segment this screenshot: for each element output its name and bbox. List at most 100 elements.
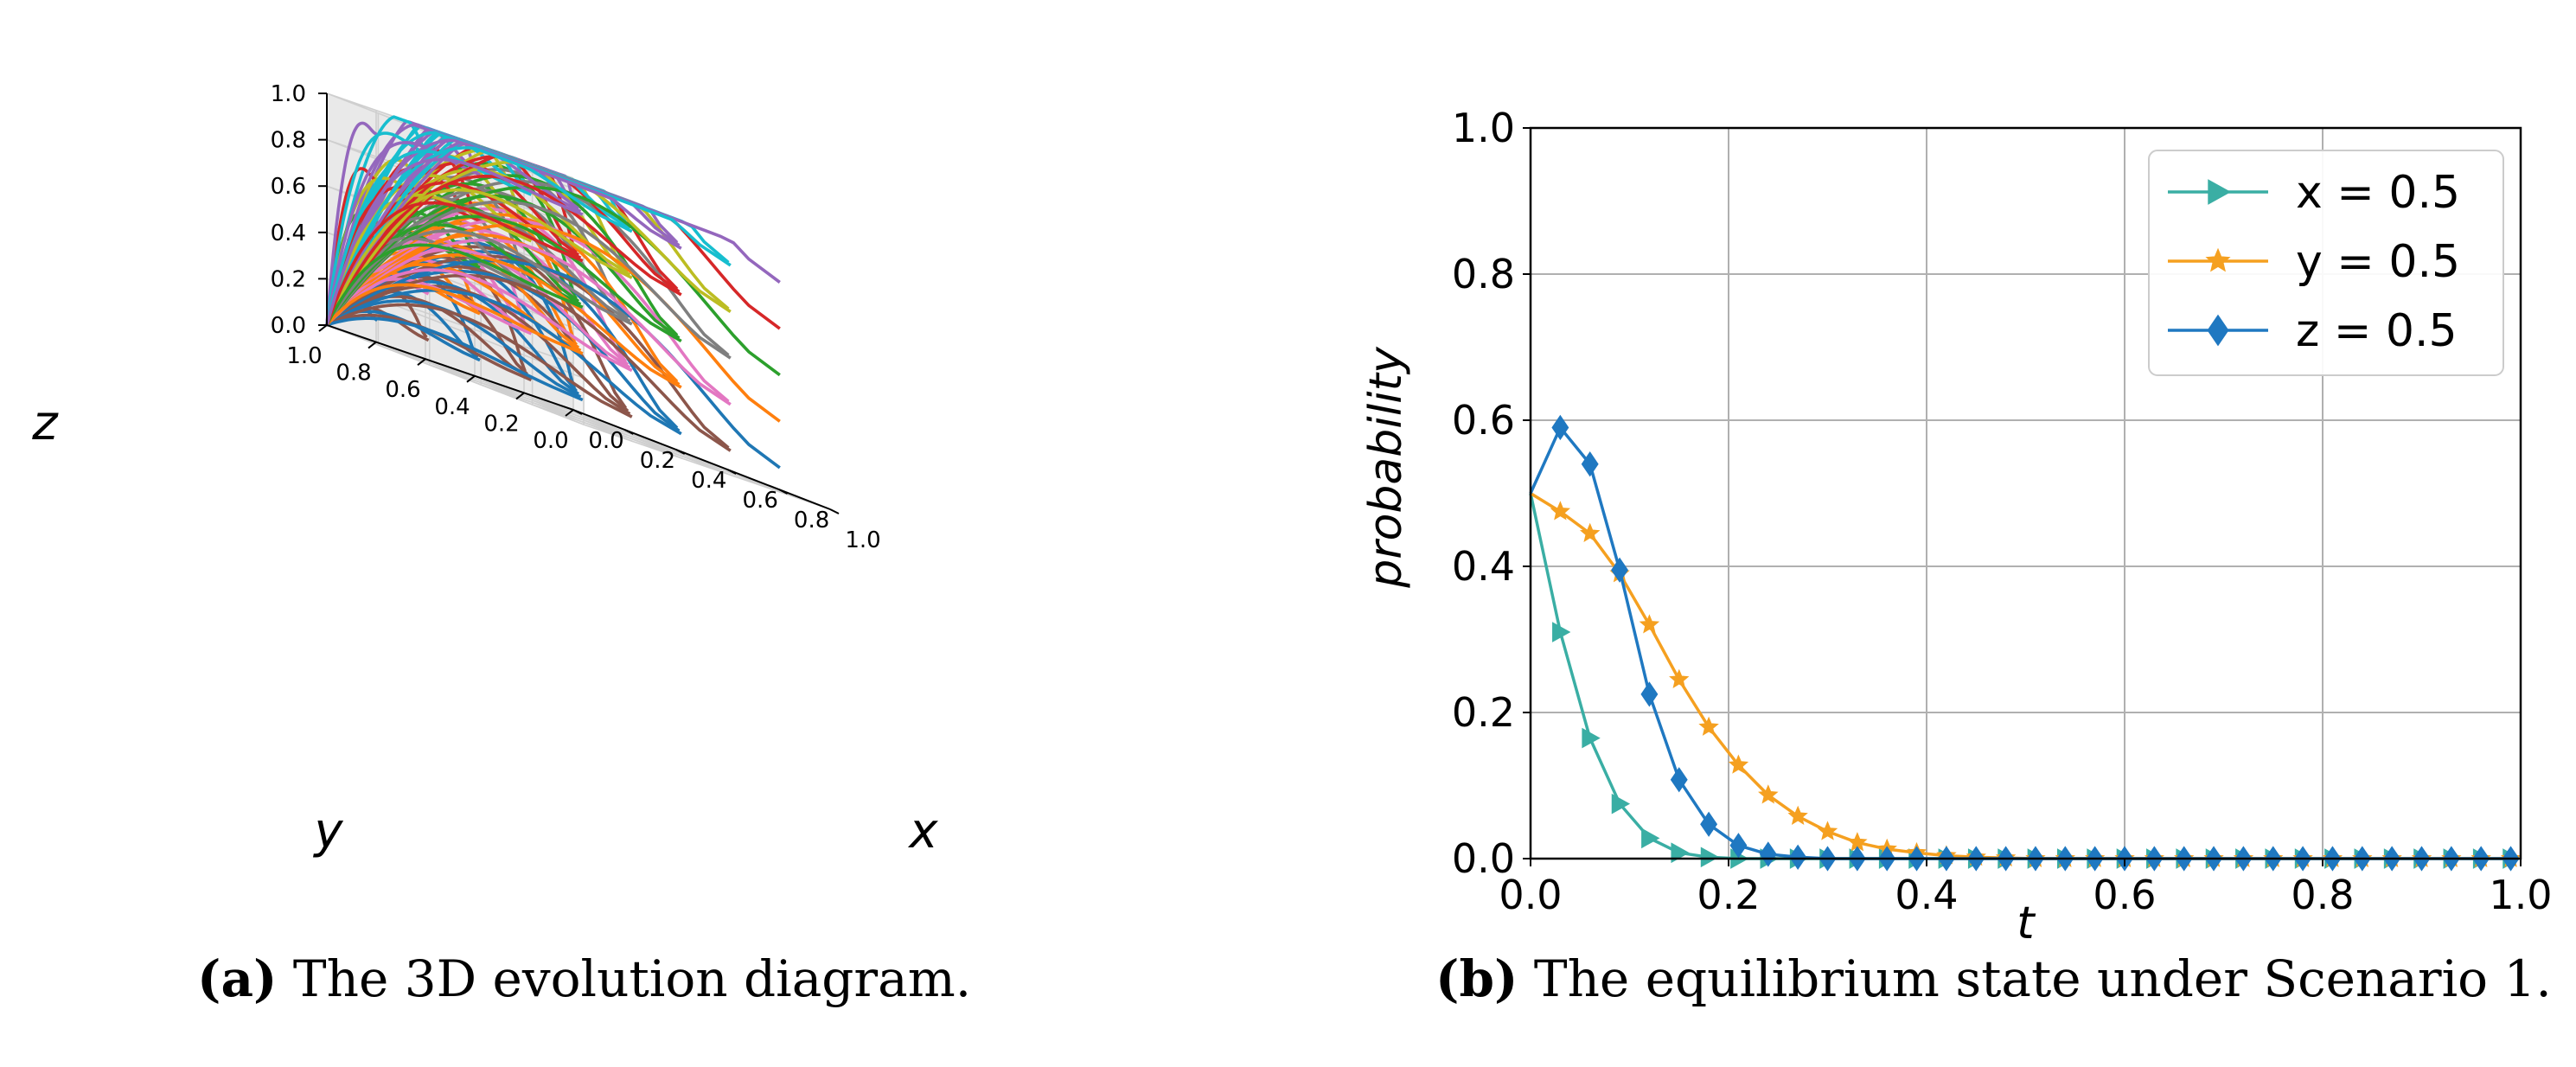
caption-b-tag: (b) [1435,949,1518,1008]
marker-triangle [2208,179,2232,205]
y-axis-line [326,324,574,411]
marker-diamond [1611,557,1629,583]
y-tick-mark [515,392,525,400]
trajectory-line [326,313,533,382]
trajectory-line [325,252,682,389]
marker-triangle [1671,842,1690,864]
x-tick-mark [778,489,789,495]
marker-star [1817,821,1838,840]
trajectory-line [325,157,584,326]
trajectory-line [325,188,633,326]
y-tick-label: 0.2 [483,411,519,437]
trajectory-line [326,316,584,402]
marker-star [1787,805,1808,825]
legend-label-x: x = 0.5 [2296,167,2460,219]
marker-star [1550,501,1571,521]
marker-diamond [2207,314,2229,347]
z-tick-label: 0.6 [271,174,306,200]
z-tick-label: 0.2 [271,266,306,292]
y-tick-label: 0.8 [1452,251,1515,297]
marker-star [1698,716,1719,736]
x-tick-label: 0.4 [1895,872,1958,918]
marker-triangle [1611,793,1631,815]
trajectory-line [325,121,379,326]
marker-diamond [1640,681,1659,707]
x-tick-label: 1.0 [2489,872,2552,918]
marker-star [2205,247,2231,272]
x-tick-label: 0.8 [794,508,829,534]
x-tick-mark [675,449,686,455]
trajectory-line [326,288,682,436]
trajectory-line [326,303,633,418]
y-tick-label: 0.6 [1452,397,1515,444]
marker-diamond [1581,451,1599,477]
y-tick-label: 0.8 [336,361,371,387]
y-tick-label: 1.0 [286,343,322,369]
trajectory-line [325,131,430,326]
z-axis-label: z [31,395,59,451]
legend-box [2148,150,2504,376]
marker-triangle [1552,622,1571,642]
trajectory-line [325,268,633,373]
x-tick-label: 0.0 [1499,872,1562,918]
caption-b-text: The equilibrium state under Scenario 1. [1533,949,2552,1008]
caption-b: (b) The equilibrium state under Scenario… [1435,949,2552,1008]
trajectory-line [325,238,732,406]
marker-star [1728,754,1749,774]
z-tick-label: 0.8 [271,128,306,154]
legend-label-y: y = 0.5 [2296,236,2460,288]
y-tick-label: 0.0 [533,428,568,454]
marker-triangle [1700,847,1720,868]
trajectory-line [325,167,379,326]
legend-label-z: z = 0.5 [2296,305,2458,357]
trajectory-line [325,283,584,355]
y-axis-label: y [312,803,343,859]
trajectory-line [325,146,633,326]
caption-a-text: The 3D evolution diagram. [292,949,972,1008]
y-tick-label: 1.0 [1452,105,1515,151]
trajectory-line [325,243,584,326]
marker-diamond [1670,767,1688,793]
trajectory-line [325,229,633,326]
marker-star [1669,668,1690,688]
chart-3d-evolution: 0.0 0.0 0.0 0.2 0.2 0.2 0.4 0.4 0.4 0.6 0.6 0.6 0.8 0… [31,81,938,859]
plot-frame [1529,126,2522,860]
trajectory-line [325,138,582,326]
caption-a: (a) The 3D evolution diagram. [197,949,971,1008]
marker-star [1758,784,1779,804]
chart-equilibrium: 0.0 0.2 0.4 0.6 0.8 1.0 0.0 0.2 0.4 0.6 0.8 1.0 t pro… [1360,105,2553,949]
y-tick-mark [368,341,377,349]
z-tick-label: 1.0 [271,81,306,107]
y-tick-mark [417,358,426,366]
x-tick-mark [829,508,840,514]
marker-diamond [1700,811,1718,837]
x-tick-label: 0.2 [1697,872,1760,918]
x-tick-label: 0.6 [743,488,778,514]
marker-star [1639,614,1660,634]
panel-equilibrium: 0.0 0.2 0.4 0.6 0.8 1.0 0.0 0.2 0.4 0.6 0.8 1.0 t pro… [1297,0,2576,1064]
series-line-z [1529,425,2511,860]
marker-star [1579,522,1601,542]
z-tick-label: 0.4 [271,220,306,246]
y-tick-label: 0.2 [1452,689,1515,736]
x-tick-label: 1.0 [845,527,880,553]
x-tick-mark [572,409,583,415]
y-axis-label: probability [1360,346,1412,589]
x-tick-label: 0.8 [2291,872,2354,918]
y-tick-label: 0.4 [434,394,470,420]
x-tick-label: 0.0 [588,428,623,454]
y-tick-mark [318,324,328,332]
trajectory-line [325,273,732,452]
trajectory-line [325,174,682,326]
trajectory-line [325,201,584,326]
x-axis-label: t [2017,898,2036,949]
x-tick-label: 0.6 [2093,872,2156,918]
trajectory-line [325,194,681,340]
marker-triangle [1582,727,1601,749]
x-tick-mark [726,469,737,475]
caption-a-tag: (a) [197,949,278,1008]
y-tick-label: 0.0 [1452,835,1515,882]
panel-3d-evolution: 0.0 0.0 0.0 0.2 0.2 0.2 0.4 0.4 0.4 0.6 0.6 0.6 0.8 0… [31,81,938,859]
marker-diamond [1759,841,1777,867]
y-tick-mark [466,375,476,383]
